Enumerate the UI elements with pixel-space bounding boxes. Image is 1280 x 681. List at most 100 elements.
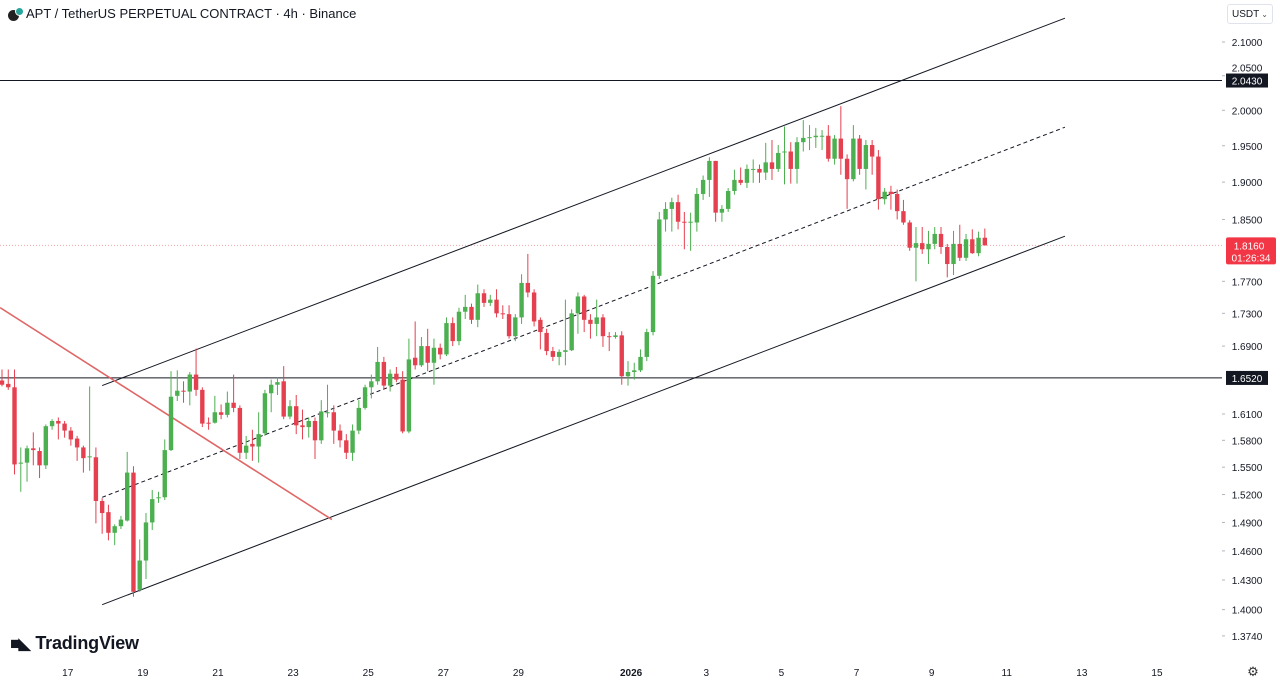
candle-body-up — [137, 560, 142, 590]
candle — [337, 424, 343, 448]
price-tick-label: 1.9000 — [1232, 178, 1263, 189]
candle-body-up — [632, 370, 637, 373]
time-tick-label: 11 — [1002, 668, 1013, 679]
candle-body-up — [225, 402, 230, 415]
candle-body-up — [657, 219, 662, 276]
price-tick-label: 1.4900 — [1232, 518, 1263, 529]
candle — [675, 194, 681, 230]
candle — [356, 400, 362, 435]
candle-body-up — [387, 373, 393, 386]
candle — [663, 202, 668, 232]
candle — [218, 404, 224, 420]
candle-body-down — [901, 211, 906, 223]
candle — [938, 227, 944, 254]
currency-selector[interactable]: USDT ⌄ — [1227, 4, 1273, 24]
price-tick-label: 1.6100 — [1232, 410, 1263, 421]
candle-body-down — [469, 306, 474, 320]
candle — [550, 346, 556, 362]
channel-lower-line[interactable] — [101, 235, 1066, 606]
candle — [619, 331, 624, 385]
candle-body-up — [663, 208, 668, 220]
candle — [325, 384, 330, 418]
candle-body-up — [638, 356, 643, 371]
candle-body-down — [945, 246, 950, 265]
candle — [782, 126, 787, 185]
candle — [725, 188, 731, 212]
time-tick-label: 17 — [62, 668, 74, 679]
candle — [813, 127, 818, 148]
candle — [456, 307, 462, 346]
candle-body-down — [193, 374, 199, 390]
candle — [876, 150, 881, 210]
candle — [306, 417, 311, 438]
downtrend-line[interactable] — [0, 307, 333, 521]
price-tick-label: 2.1000 — [1232, 38, 1263, 49]
candle — [581, 294, 587, 333]
candle — [62, 420, 67, 438]
candle — [375, 346, 380, 385]
candle — [832, 135, 837, 165]
candle — [243, 435, 249, 460]
candle — [744, 164, 750, 189]
candle — [625, 361, 631, 386]
candle-body-down — [237, 407, 243, 453]
candle — [24, 445, 30, 482]
candle-body-down — [56, 420, 61, 424]
tradingview-logo[interactable]: ■◣ TradingView — [10, 633, 139, 654]
candle-body-down — [844, 158, 850, 180]
candle-body-up — [819, 135, 825, 137]
candle — [294, 394, 299, 435]
chevron-down-icon: ⌄ — [1261, 9, 1268, 19]
candle-body-up — [794, 142, 800, 169]
price-tick-label: 1.4000 — [1232, 606, 1263, 617]
candle — [644, 328, 649, 362]
time-tick-label: 15 — [1151, 668, 1163, 679]
chart-title: APT / TetherUS PERPETUAL CONTRACT · 4h ·… — [8, 6, 356, 21]
channel-middle-line[interactable] — [101, 126, 1066, 498]
price-axis[interactable]: 2.1000 2.0500 2.0000 1.9500 1.9000 1.8500 1.77… — [1222, 0, 1280, 681]
candle — [519, 274, 524, 324]
candle — [112, 524, 117, 546]
candle-body-down — [494, 299, 499, 314]
candle — [237, 405, 243, 460]
settings-gear-icon[interactable]: ⚙ — [1247, 664, 1259, 679]
time-tick-label: 21 — [212, 668, 224, 679]
candle — [951, 230, 956, 276]
channel-upper-line[interactable] — [101, 17, 1066, 387]
candle — [719, 205, 725, 222]
candle — [794, 137, 800, 184]
candle-body-up — [256, 434, 261, 447]
candle-body-up — [744, 168, 750, 183]
price-tick-label: 1.8500 — [1232, 215, 1263, 226]
candle — [181, 381, 186, 403]
candle-body-up — [976, 237, 981, 254]
candle — [650, 271, 656, 336]
candle — [0, 369, 5, 387]
candle — [18, 447, 23, 492]
candle-body-up — [143, 522, 149, 561]
drawings-layer — [0, 17, 1222, 606]
price-tick-label: 1.4300 — [1232, 576, 1263, 587]
candle-body-up — [569, 313, 574, 351]
candle-body-up — [519, 282, 524, 318]
candle-body-down — [450, 323, 455, 342]
candle — [976, 231, 981, 257]
time-tick-label: 13 — [1076, 668, 1088, 679]
time-axis[interactable]: 17 19 21 23 25 27 29 2026 3 5 7 9 11 13 15 — [62, 668, 1163, 679]
candle — [807, 125, 812, 151]
apt-coin-icon — [8, 6, 24, 21]
candle — [607, 332, 612, 352]
candle — [350, 424, 355, 461]
candle-body-down — [531, 292, 537, 322]
symbol-title: APT / TetherUS PERPETUAL CONTRACT · 4h ·… — [26, 6, 357, 21]
candle-body-up — [688, 221, 693, 223]
candle — [738, 167, 743, 186]
candle — [556, 349, 562, 366]
candle — [851, 125, 856, 182]
candle — [525, 253, 531, 298]
candle — [863, 140, 869, 190]
time-tick-label: 3 — [703, 668, 709, 679]
price-tick-label: 1.7300 — [1232, 309, 1263, 320]
candle-body-down — [957, 243, 962, 258]
